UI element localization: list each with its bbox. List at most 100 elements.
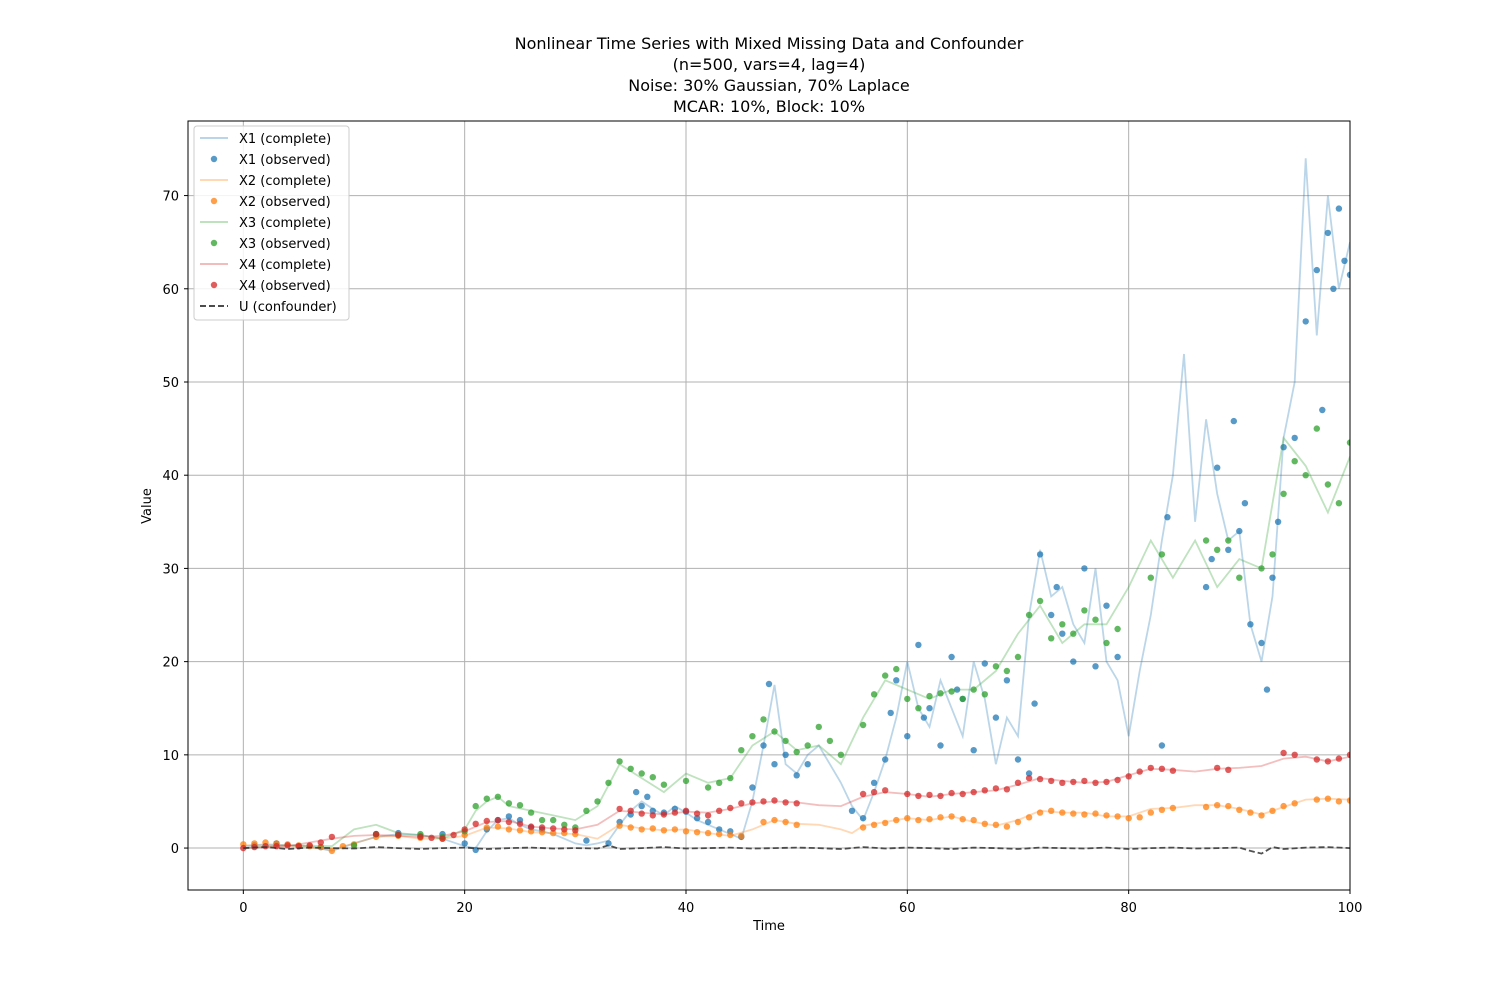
series-x3-point — [1103, 639, 1110, 647]
series-x2-point — [660, 827, 668, 834]
series-x4-point — [782, 799, 789, 806]
series-x1-point — [1302, 318, 1309, 325]
series-x1-point — [859, 815, 867, 822]
series-x2-point — [948, 813, 955, 820]
series-x4-point — [1059, 779, 1066, 786]
series-x1-point — [1025, 770, 1033, 777]
x-tick-label: 40 — [678, 901, 695, 916]
series-x1-point — [1059, 630, 1066, 637]
series-x4-point — [1225, 766, 1232, 773]
series-x2-point — [1335, 798, 1343, 805]
series-x2-point — [1313, 796, 1321, 803]
series-x1-point — [992, 714, 1000, 721]
series-x1-point — [1319, 406, 1326, 414]
y-axis-label: Value — [140, 488, 155, 524]
series-x4-point — [716, 807, 723, 814]
legend-item: U (confounder) — [200, 300, 337, 315]
series-x1-point — [1070, 658, 1077, 665]
series-x2-point — [970, 816, 977, 824]
series-x3-point — [1280, 490, 1287, 497]
x-tick-label: 100 — [1338, 901, 1363, 916]
series-x2-point — [1346, 797, 1350, 804]
series-x1-point — [1335, 205, 1343, 212]
series-x1-point — [1258, 639, 1265, 647]
title-line-2: (n=500, vars=4, lag=4) — [673, 55, 866, 74]
series-x4-point — [992, 785, 1000, 792]
series-x1-point — [771, 761, 778, 768]
series-u-line — [243, 844, 1350, 855]
series-x2-point — [1092, 810, 1099, 817]
series-x2-point — [727, 831, 734, 839]
series-x3-point — [1236, 574, 1243, 581]
series-x2-point — [1025, 814, 1033, 821]
series-x3-point — [948, 688, 955, 695]
series-x4-point — [627, 807, 634, 814]
series-x3-point — [1025, 611, 1033, 619]
series-x3-point — [594, 798, 601, 805]
series-x3-point — [616, 758, 623, 765]
series-x4-point — [649, 812, 656, 819]
series-x2-point — [638, 826, 645, 833]
series-x1-point — [583, 837, 590, 844]
plot-area — [188, 121, 1350, 890]
legend-item: X3 (observed) — [210, 237, 331, 252]
series-x3-point — [826, 737, 834, 745]
series-x2-point — [915, 816, 922, 824]
series-x3-point — [1324, 481, 1332, 488]
series-x1-point — [638, 802, 645, 810]
y-tick-label: 70 — [162, 190, 179, 205]
series-x1-point — [953, 686, 961, 693]
series-x4-point — [959, 790, 966, 798]
series-x4-point — [1003, 786, 1011, 793]
legend-label: X1 (observed) — [239, 153, 331, 168]
series-u — [243, 844, 1350, 855]
series-x1-point — [1313, 266, 1321, 274]
series-x4-point — [771, 797, 778, 804]
series-x3-point — [1036, 597, 1044, 605]
series-x3-point — [1003, 667, 1011, 675]
legend-label: U (confounder) — [239, 300, 337, 315]
series-x4-point — [1070, 778, 1077, 786]
series-x1-point — [1103, 602, 1110, 609]
x-tick-label: 80 — [1120, 901, 1137, 916]
series-x4-point — [693, 810, 701, 817]
series-x1-point — [1274, 518, 1282, 525]
series-x3-point — [1147, 574, 1155, 581]
series-x3-point — [782, 737, 789, 745]
series-x3-point — [904, 695, 911, 703]
series-x2-point — [1136, 814, 1143, 821]
series-x4-point — [970, 788, 977, 796]
series-x1-point — [704, 818, 712, 826]
series-x2-point — [1147, 809, 1155, 816]
series-x3-point — [771, 728, 778, 735]
series-x1-point — [760, 742, 767, 749]
series-x2-point — [1114, 813, 1121, 820]
series-x3-point — [350, 842, 358, 849]
series-x2-point — [682, 828, 690, 835]
series-x1-point — [804, 761, 811, 768]
legend-marker — [210, 281, 218, 289]
series-x4-point — [494, 816, 502, 824]
series-x1-point — [1036, 551, 1044, 558]
series-clip-group — [240, 158, 1350, 855]
series-x4-point — [704, 812, 712, 819]
y-tick-label: 40 — [162, 469, 179, 484]
series-x4-point — [937, 792, 944, 800]
series-x1-point — [765, 680, 773, 688]
series-x2-point — [1070, 810, 1077, 817]
y-tick-label: 0 — [171, 842, 179, 857]
series-x2-point — [505, 826, 513, 833]
series-x2-point — [1324, 795, 1332, 802]
legend-marker — [210, 197, 218, 205]
series-x3-point — [760, 716, 767, 723]
series-x1-point — [970, 747, 977, 754]
legend-marker — [210, 239, 218, 247]
series-x4-point — [638, 810, 645, 817]
series-x3-point — [804, 742, 811, 749]
series-x4-point — [472, 820, 479, 827]
series-x4-point — [1346, 751, 1350, 758]
series-x4-point — [1280, 749, 1287, 757]
series-x1-point — [1330, 285, 1337, 292]
series-x1-point — [1230, 417, 1238, 425]
series-x3-point — [981, 691, 988, 698]
